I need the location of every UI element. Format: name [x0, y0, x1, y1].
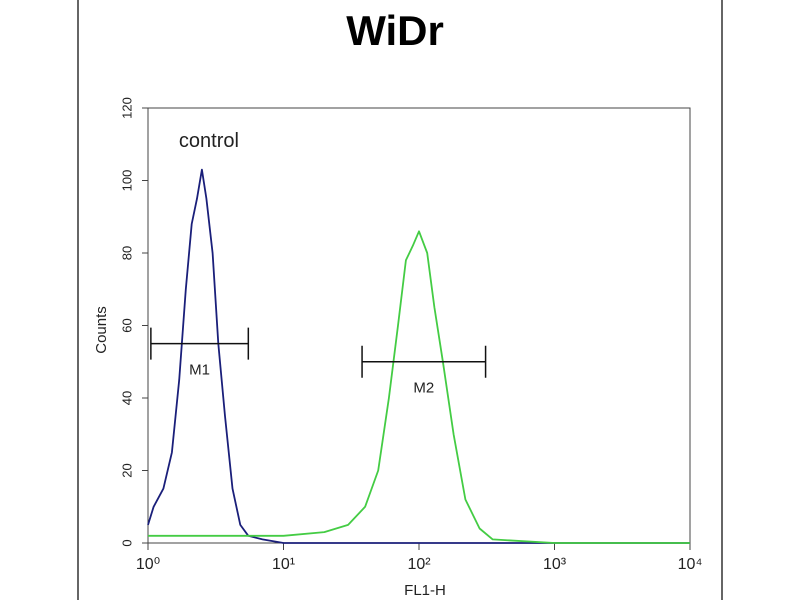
y-tick-label: 120: [119, 97, 134, 119]
chart-title: WiDr: [346, 7, 444, 54]
gate-label: M2: [413, 380, 434, 397]
y-tick-label: 40: [119, 391, 134, 405]
series-line: [147, 168, 690, 544]
x-tick-label: 10¹: [272, 556, 295, 573]
gate-label: M1: [189, 362, 210, 379]
y-tick-label: 100: [119, 170, 134, 192]
series-label: control: [179, 130, 239, 152]
y-axis-label: Counts: [93, 306, 110, 354]
x-tick-label: 10⁴: [678, 556, 703, 573]
y-tick-label: 0: [119, 539, 134, 546]
y-tick-label: 60: [119, 318, 134, 332]
x-tick-label: 10³: [543, 556, 567, 573]
y-tick-label: 20: [119, 463, 134, 477]
x-tick-label: 10⁰: [136, 556, 160, 573]
y-tick-label: 80: [119, 246, 134, 260]
x-tick-label: 10²: [407, 556, 431, 573]
x-axis-label: FL1-H: [404, 582, 446, 599]
series-line: [148, 230, 690, 544]
